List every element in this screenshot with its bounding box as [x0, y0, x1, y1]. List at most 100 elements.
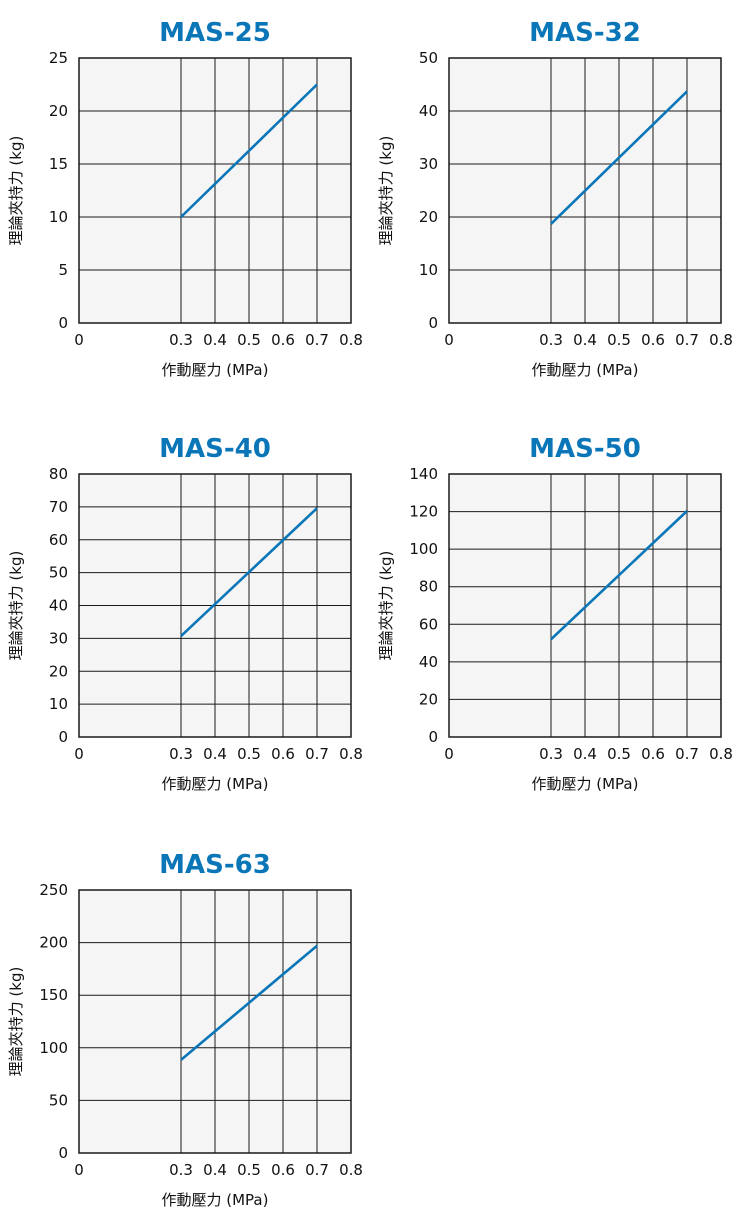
x-tick-label: 0.3	[169, 745, 193, 763]
chart-title: MAS-32	[529, 18, 641, 48]
y-tick-label: 50	[49, 1091, 68, 1109]
x-tick-label: 0.7	[675, 331, 699, 349]
x-tick-label: 0.4	[203, 1161, 227, 1179]
y-tick-label: 40	[49, 597, 68, 615]
x-tick-label: 0.5	[237, 1161, 261, 1179]
x-tick-label: 0.3	[169, 331, 193, 349]
y-tick-label: 30	[49, 629, 68, 647]
x-tick-label: 0.5	[607, 331, 631, 349]
y-tick-label: 20	[419, 690, 438, 708]
y-tick-label: 25	[49, 49, 68, 67]
y-tick-label: 10	[419, 261, 438, 279]
y-tick-label: 80	[419, 578, 438, 596]
y-tick-label: 5	[58, 261, 68, 279]
x-tick-label: 0.4	[573, 745, 597, 763]
y-axis-label: 理論夾持力 (kg)	[7, 136, 25, 246]
y-axis-label: 理論夾持力 (kg)	[377, 136, 395, 246]
y-tick-label: 50	[49, 564, 68, 582]
y-tick-label: 70	[49, 498, 68, 516]
y-tick-label: 120	[409, 503, 438, 521]
y-tick-label: 0	[58, 728, 68, 746]
y-tick-label: 100	[39, 1039, 68, 1057]
x-tick-label: 0.3	[539, 331, 563, 349]
x-tick-label: 0	[444, 331, 454, 349]
y-axis-label: 理論夾持力 (kg)	[7, 551, 25, 661]
y-axis-label: 理論夾持力 (kg)	[7, 967, 25, 1077]
y-tick-label: 15	[49, 155, 68, 173]
x-tick-label: 0.8	[709, 745, 733, 763]
chart-panel-2: 0 0.3 0.4 0.5 0.6 0.7 0.8 0 10 20 30 40 50 MAS-32 作動壓力…	[377, 18, 733, 379]
x-tick-label: 0.4	[203, 745, 227, 763]
x-axis-label: 作動壓力 (MPa)	[162, 1191, 269, 1209]
y-tick-label: 40	[419, 653, 438, 671]
y-tick-label: 30	[419, 155, 438, 173]
x-axis-label: 作動壓力 (MPa)	[162, 775, 269, 793]
chart-title: MAS-50	[529, 434, 641, 464]
x-tick-label: 0	[74, 331, 84, 349]
series-line	[550, 90, 688, 225]
x-tick-label: 0.6	[641, 745, 665, 763]
x-tick-label: 0.7	[305, 331, 329, 349]
y-axis-label: 理論夾持力 (kg)	[377, 551, 395, 661]
y-tick-label: 40	[419, 102, 438, 120]
y-tick-label: 140	[409, 465, 438, 483]
x-tick-label: 0.6	[271, 745, 295, 763]
y-tick-label: 0	[428, 728, 438, 746]
x-tick-label: 0	[74, 1161, 84, 1179]
x-tick-label: 0.7	[305, 1161, 329, 1179]
chart-panel-5: 0 0.3 0.4 0.5 0.6 0.7 0.8 0 50 100 150 200 250 MAS-63…	[7, 850, 363, 1209]
y-tick-label: 10	[49, 695, 68, 713]
y-tick-label: 20	[49, 662, 68, 680]
y-tick-label: 0	[58, 1144, 68, 1162]
x-tick-label: 0.5	[237, 745, 261, 763]
x-tick-label: 0.4	[203, 331, 227, 349]
plot-frame	[78, 473, 352, 738]
y-tick-label: 10	[49, 208, 68, 226]
x-tick-label: 0	[74, 745, 84, 763]
x-tick-label: 0.3	[539, 745, 563, 763]
y-tick-label: 50	[419, 49, 438, 67]
y-tick-label: 60	[49, 531, 68, 549]
x-tick-label: 0.8	[709, 331, 733, 349]
x-tick-label: 0.7	[675, 745, 699, 763]
series-line	[180, 83, 318, 218]
chart-panel-1: 0 0.3 0.4 0.5 0.6 0.7 0.8 0 5 10 15 20 25 MAS-25 作動壓力 …	[7, 18, 363, 379]
y-tick-label: 0	[58, 314, 68, 332]
x-tick-label: 0.6	[271, 331, 295, 349]
plot-frame	[448, 473, 722, 738]
series-line	[180, 944, 318, 1061]
chart-panel-3: 0 0.3 0.4 0.5 0.6 0.7 0.8 0 10 20 30 40 50 60 70 80 MAS-…	[7, 434, 363, 793]
chart-title: MAS-25	[159, 18, 271, 48]
y-tick-label: 0	[428, 314, 438, 332]
plot-frame	[78, 889, 352, 1154]
chart-title: MAS-63	[159, 850, 271, 880]
chart-title: MAS-40	[159, 434, 271, 464]
chart-panel-4: 0 0.3 0.4 0.5 0.6 0.7 0.8 0 20 40 60 80 100 120 140 MAS…	[377, 434, 733, 793]
x-tick-label: 0.4	[573, 331, 597, 349]
x-axis-label: 作動壓力 (MPa)	[162, 361, 269, 379]
x-tick-label: 0.5	[237, 331, 261, 349]
y-tick-label: 20	[49, 102, 68, 120]
x-tick-label: 0	[444, 745, 454, 763]
plot-frame	[448, 57, 722, 324]
y-tick-label: 100	[409, 540, 438, 558]
y-tick-label: 80	[49, 465, 68, 483]
x-tick-label: 0.7	[305, 745, 329, 763]
x-tick-label: 0.8	[339, 331, 363, 349]
y-tick-label: 60	[419, 615, 438, 633]
x-tick-label: 0.8	[339, 745, 363, 763]
y-tick-label: 150	[39, 986, 68, 1004]
x-axis-label: 作動壓力 (MPa)	[532, 775, 639, 793]
y-tick-label: 20	[419, 208, 438, 226]
y-tick-label: 250	[39, 881, 68, 899]
y-tick-label: 200	[39, 934, 68, 952]
x-tick-label: 0.6	[641, 331, 665, 349]
x-axis-label: 作動壓力 (MPa)	[532, 361, 639, 379]
series-line	[550, 510, 688, 641]
x-tick-label: 0.6	[271, 1161, 295, 1179]
plot-frame	[78, 57, 352, 324]
x-tick-label: 0.3	[169, 1161, 193, 1179]
x-tick-label: 0.5	[607, 745, 631, 763]
x-tick-label: 0.8	[339, 1161, 363, 1179]
